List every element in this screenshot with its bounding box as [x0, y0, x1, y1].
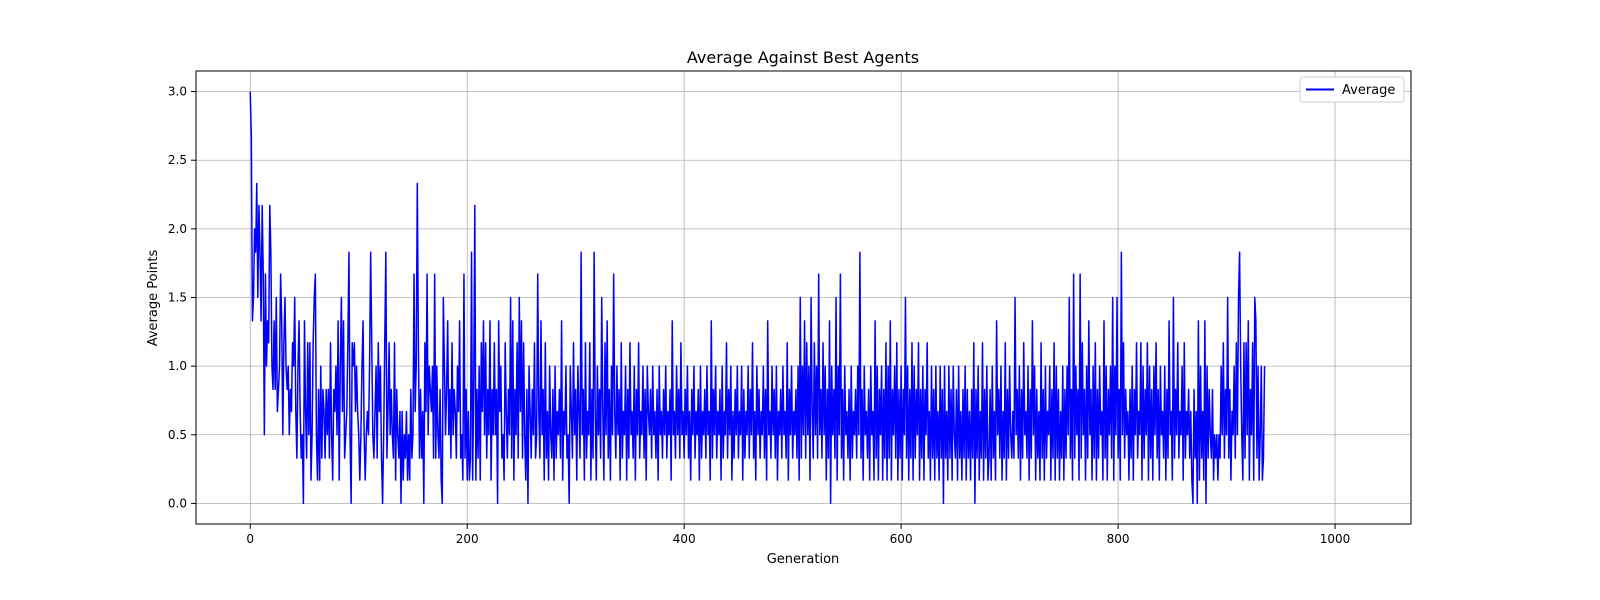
y-tick-label: 0.0	[168, 496, 187, 510]
x-tick-label: 0	[246, 532, 254, 546]
series-line-average	[249, 91, 1266, 505]
x-axis-label: Generation	[767, 552, 840, 567]
series-layer	[249, 91, 1266, 505]
x-tick-label: 800	[1107, 532, 1130, 546]
y-tick-label: 0.5	[168, 428, 187, 442]
y-axis: 0.0 0.5 1.0 1.5 2.0 2.5 3.0	[168, 85, 196, 510]
x-tick-label: 600	[890, 532, 913, 546]
y-axis-label: Average Points	[146, 249, 161, 346]
chart-title: Average Against Best Agents	[687, 48, 919, 67]
legend: Average	[1299, 76, 1405, 103]
y-tick-label: 1.0	[168, 359, 187, 373]
y-tick-label: 3.0	[168, 85, 187, 99]
legend-box	[1299, 76, 1405, 103]
y-tick-label: 2.5	[168, 153, 187, 167]
x-tick-label: 200	[456, 532, 479, 546]
y-tick-label: 2.0	[168, 222, 187, 236]
x-axis: 0 200 400 600 800 1000	[246, 524, 1350, 546]
x-tick-label: 400	[673, 532, 696, 546]
y-tick-label: 1.5	[168, 291, 187, 305]
legend-label: Average	[1342, 83, 1395, 98]
x-tick-label: 1000	[1320, 532, 1351, 546]
